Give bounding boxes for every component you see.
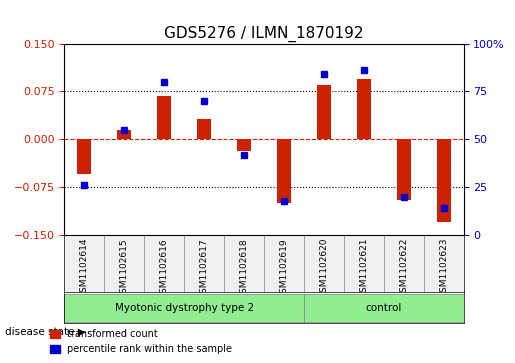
Text: GSM1102615: GSM1102615	[120, 238, 129, 298]
Text: GSM1102620: GSM1102620	[319, 238, 328, 298]
Bar	[157, 96, 171, 139]
Text: GSM1102617: GSM1102617	[200, 238, 209, 298]
Legend: transformed count, percentile rank within the sample: transformed count, percentile rank withi…	[46, 326, 236, 358]
Text: disease state ▶: disease state ▶	[5, 327, 86, 337]
FancyBboxPatch shape	[64, 294, 304, 322]
Bar	[277, 139, 291, 203]
Title: GDS5276 / ILMN_1870192: GDS5276 / ILMN_1870192	[164, 26, 364, 42]
Bar	[317, 85, 331, 139]
Bar	[117, 130, 131, 139]
Text: GSM1102621: GSM1102621	[359, 238, 368, 298]
Text: GSM1102619: GSM1102619	[280, 238, 288, 298]
Text: Myotonic dystrophy type 2: Myotonic dystrophy type 2	[114, 303, 254, 313]
Bar	[397, 139, 410, 200]
Bar	[77, 139, 91, 174]
Bar	[437, 139, 451, 222]
Bar	[357, 79, 371, 139]
Text: control: control	[366, 303, 402, 313]
Bar	[237, 139, 251, 151]
Text: GSM1102614: GSM1102614	[80, 238, 89, 298]
Text: GSM1102618: GSM1102618	[239, 238, 248, 298]
Text: GSM1102622: GSM1102622	[399, 238, 408, 298]
FancyBboxPatch shape	[304, 294, 464, 322]
Text: GSM1102616: GSM1102616	[160, 238, 168, 298]
Text: GSM1102623: GSM1102623	[439, 238, 448, 298]
Bar	[197, 119, 211, 139]
